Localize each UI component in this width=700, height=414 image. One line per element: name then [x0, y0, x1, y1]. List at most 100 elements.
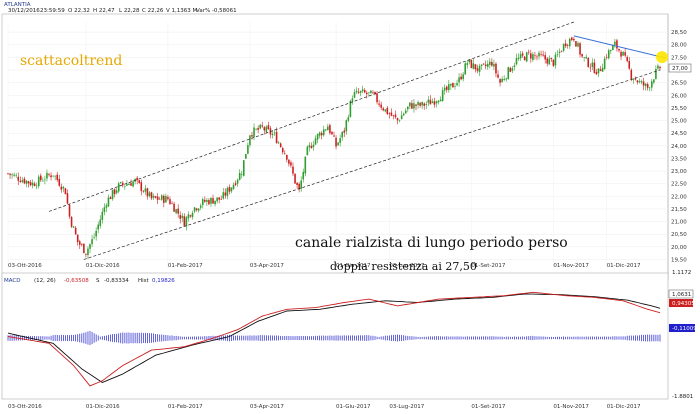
candle-body — [216, 197, 218, 202]
candle-body — [78, 241, 81, 245]
candle-body — [474, 64, 477, 70]
macd-x-tick: 03-Ott-2016 — [8, 404, 42, 410]
candle-body — [425, 103, 428, 105]
channel-lower-line — [83, 69, 661, 260]
candle-body — [378, 103, 380, 105]
candle-body — [343, 130, 346, 133]
candle-body — [236, 179, 239, 184]
macd-x-tick: 01-Dic-2016 — [86, 404, 120, 410]
brand-watermark: scattacoltrend — [20, 53, 122, 69]
candle-body — [146, 188, 149, 197]
candle-body — [240, 174, 243, 175]
price-y-tick: 20,50 — [671, 232, 687, 238]
candle-body — [458, 77, 460, 83]
candle-body — [316, 134, 319, 140]
macd-params: (12, 26) — [34, 278, 56, 284]
candle-body — [644, 83, 647, 87]
candle-body — [140, 182, 143, 192]
candle-body — [595, 72, 598, 75]
candle-body — [165, 196, 167, 203]
candle-body — [558, 51, 561, 54]
candle-body — [113, 189, 116, 195]
candle-body — [493, 63, 495, 67]
candle-body — [331, 131, 333, 135]
candle-body — [591, 62, 594, 67]
candle-body — [443, 87, 446, 91]
candle-body — [29, 182, 32, 186]
header-close: C 22,26 — [142, 8, 164, 14]
last-price-badge-text: 27,00 — [672, 66, 688, 72]
candle-body — [341, 131, 344, 138]
candle-body — [431, 101, 434, 104]
candle-body — [573, 38, 575, 41]
price-y-axis: 28,50 28,00 27,50 27,00 26,50 26,00 25,50 25,00… — [671, 30, 687, 263]
candle-body — [384, 109, 387, 112]
candle-body — [614, 41, 616, 45]
candle-body — [261, 125, 264, 127]
candle-body — [230, 187, 233, 192]
candle-body — [380, 104, 382, 108]
candle-body — [396, 118, 399, 121]
candle-body — [95, 230, 97, 237]
candle-body — [199, 205, 202, 208]
candle-body — [249, 135, 251, 146]
candle-body — [212, 198, 214, 204]
price-y-tick: 25,00 — [671, 119, 687, 125]
candle-body — [577, 43, 579, 47]
candle-body — [322, 129, 325, 136]
candle-body — [466, 63, 469, 65]
macd-main-line — [7, 291, 661, 387]
candle-body — [214, 200, 216, 205]
candle-body — [273, 132, 276, 134]
candle-body — [206, 200, 208, 202]
candle-body — [187, 214, 190, 219]
price-gridlines — [8, 31, 668, 260]
candle-body — [277, 142, 280, 144]
annotation-main: canale rialzista di lungo periodo perso — [295, 235, 568, 251]
candle-body — [579, 43, 581, 55]
candle-body — [429, 99, 432, 105]
macd-hist-value: 0,19826 — [152, 278, 175, 284]
candle-body — [599, 69, 602, 71]
candle-body — [175, 209, 177, 214]
candle-body — [448, 84, 450, 91]
price-y-tick: 23,00 — [671, 169, 687, 175]
candle-body — [634, 78, 637, 80]
candle-body — [302, 171, 305, 180]
price-y-tick: 24,00 — [671, 144, 687, 150]
candle-body — [154, 196, 157, 198]
candle-body — [460, 76, 462, 80]
macd-lines — [7, 291, 661, 387]
candle-body — [138, 180, 141, 183]
candle-body — [310, 146, 313, 149]
candle-body — [257, 128, 259, 130]
candle-body — [566, 45, 569, 46]
price-y-tick: 21,00 — [671, 220, 687, 226]
candle-body — [279, 143, 282, 148]
candle-body — [349, 100, 352, 117]
candle-body — [433, 101, 436, 105]
last-price-badge: 27,00 — [668, 63, 692, 73]
candle-body — [290, 162, 292, 166]
candle-body — [593, 62, 596, 73]
macd-x-tick: 01-Dic-2017 — [607, 404, 641, 410]
candle-body — [171, 203, 173, 205]
candle-body — [339, 138, 341, 143]
candle-body — [62, 186, 65, 189]
candle-body — [130, 183, 132, 186]
candle-body — [597, 68, 600, 74]
candle-body — [382, 108, 385, 111]
candle-body — [91, 239, 93, 245]
trendlines — [48, 21, 668, 260]
macd-top-value: 1.1172 — [672, 270, 691, 276]
price-y-tick: 28,00 — [671, 43, 687, 49]
macd-hist-badge-bg — [669, 324, 695, 332]
candle-body — [607, 50, 610, 59]
candle-body — [128, 183, 130, 185]
candle-body — [646, 84, 649, 88]
candle-body — [329, 125, 331, 134]
price-y-tick: 23,50 — [671, 156, 687, 162]
candle-body — [87, 248, 89, 256]
candle-body — [587, 57, 590, 67]
candle-body — [64, 188, 67, 195]
